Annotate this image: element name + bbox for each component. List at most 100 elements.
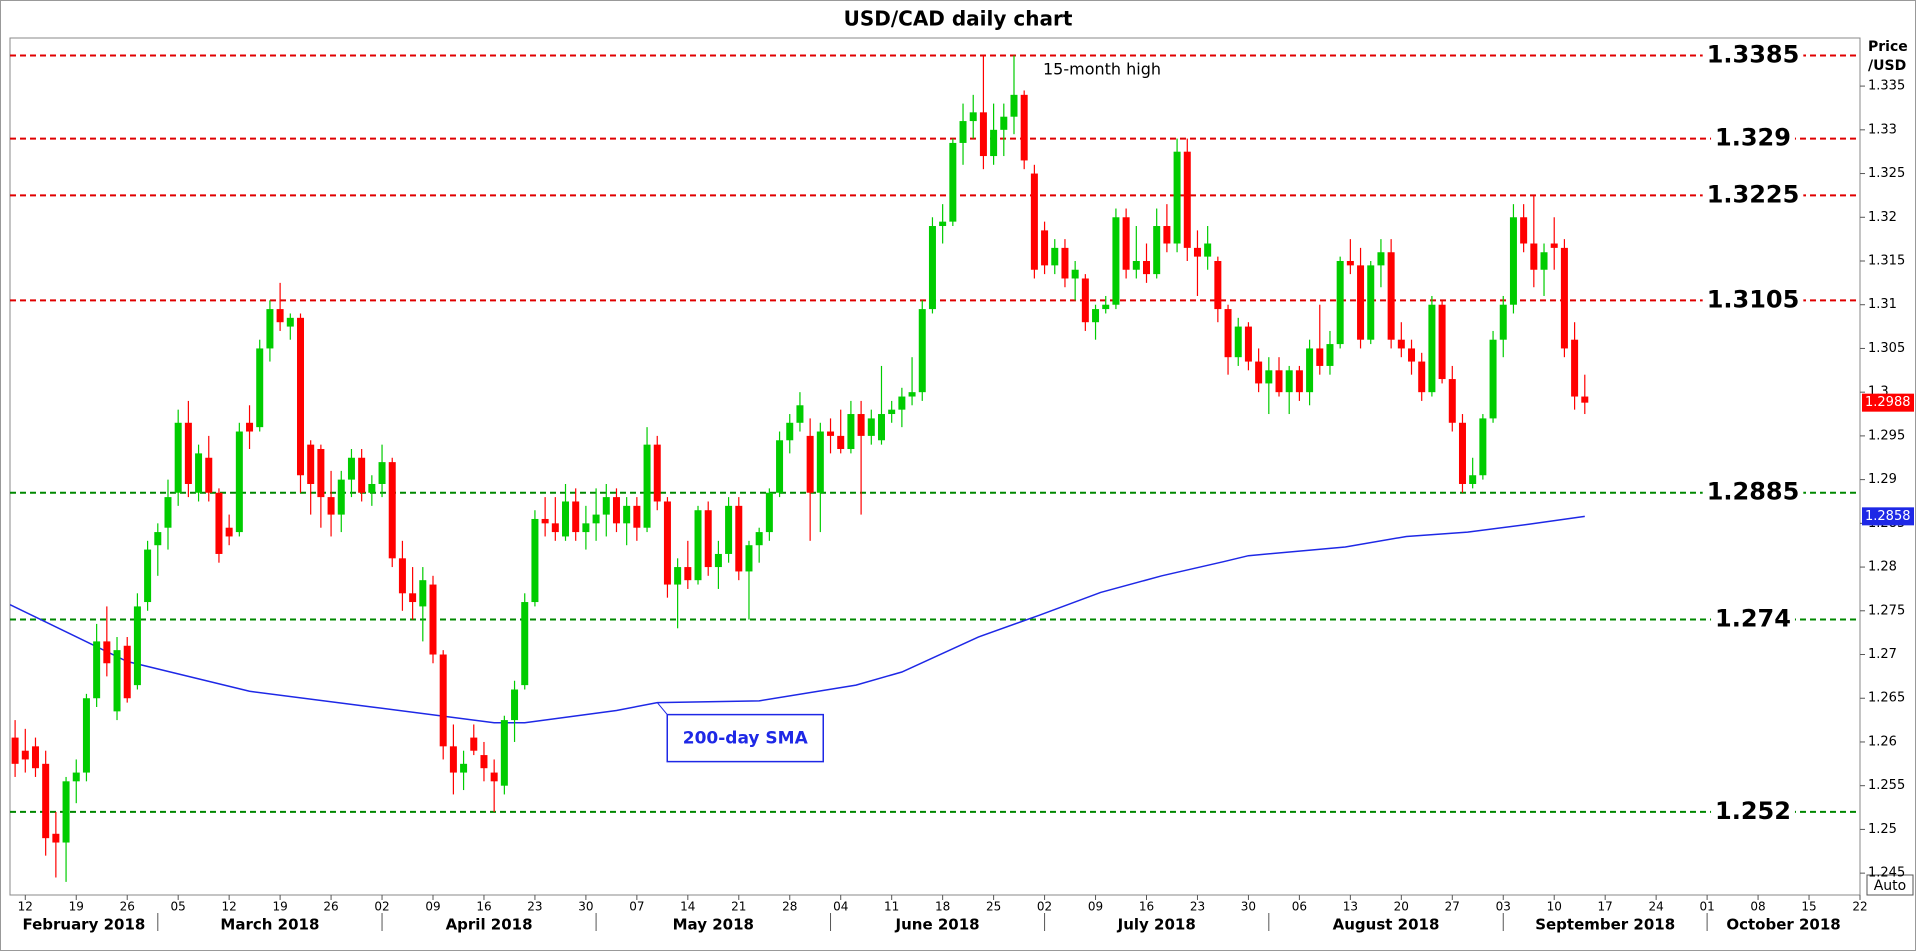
candle-body — [1560, 247, 1568, 349]
month-label: June 2018 — [895, 916, 980, 934]
level-label-bg — [1702, 285, 1804, 314]
candle-body — [877, 414, 885, 441]
auto-button[interactable] — [1866, 874, 1914, 896]
candle-body — [1438, 304, 1446, 380]
candle-body — [888, 409, 896, 415]
x-tick-label: 11 — [884, 900, 899, 914]
level-label-bg — [1702, 180, 1804, 209]
candle-body — [1193, 247, 1201, 257]
y-tick-label: 1.31 — [1868, 297, 1897, 312]
candle-body — [684, 567, 692, 581]
candle-body — [195, 453, 203, 493]
x-tick-label: 24 — [1649, 900, 1664, 914]
month-label: October 2018 — [1726, 916, 1840, 934]
candle-body — [633, 505, 641, 528]
candle-body — [541, 518, 549, 524]
candle-body — [1387, 252, 1395, 340]
x-tick-label: 03 — [1496, 900, 1511, 914]
level-label-bg — [1702, 477, 1804, 506]
candle-body — [1265, 370, 1273, 384]
candle-body — [409, 593, 417, 603]
candle-body — [1469, 475, 1477, 484]
candle-body — [1295, 370, 1303, 393]
sma-box — [666, 713, 824, 763]
candle-body — [1214, 260, 1222, 310]
y-tick-label: 1.295 — [1868, 428, 1905, 443]
candle-body — [1224, 309, 1232, 358]
candle-body — [521, 602, 529, 686]
x-tick-label: 16 — [476, 900, 491, 914]
level-label: 1.3105 — [1707, 285, 1800, 313]
candle-body — [52, 833, 60, 843]
candle-body — [663, 501, 671, 585]
x-tick-label: 06 — [1292, 900, 1307, 914]
x-tick-label: 27 — [1445, 900, 1460, 914]
x-tick-label: 23 — [527, 900, 542, 914]
x-tick-label: 19 — [272, 900, 287, 914]
candle-body — [358, 457, 366, 493]
candle-body — [786, 422, 794, 441]
candle-body — [572, 501, 580, 533]
candle-body — [460, 763, 468, 773]
candle-body — [439, 654, 447, 747]
candle-body — [1428, 304, 1436, 393]
candle-body — [1316, 348, 1324, 366]
x-tick-label: 04 — [833, 900, 848, 914]
candle-body — [745, 545, 753, 572]
x-tick-label: 30 — [578, 900, 593, 914]
x-tick-label: 02 — [374, 900, 389, 914]
y-tick-label: 1.32 — [1868, 210, 1897, 225]
candle-body — [205, 457, 213, 493]
candle-body — [317, 449, 325, 498]
candle-body — [1397, 339, 1405, 349]
candle-body — [735, 505, 743, 572]
candle-body — [582, 523, 590, 533]
y-tick-label: 1.28 — [1868, 560, 1897, 575]
candle-body — [816, 431, 824, 493]
candle-body — [1020, 94, 1028, 161]
level-label: 1.3385 — [1707, 40, 1800, 68]
candle-body — [551, 523, 559, 533]
candle-body — [246, 422, 254, 432]
y-tick-label: 1.25 — [1868, 822, 1897, 837]
candle-body — [643, 444, 651, 528]
candle-body — [898, 396, 906, 410]
x-tick-label: 02 — [1037, 900, 1052, 914]
candle-body — [449, 746, 457, 773]
candle-body — [1051, 247, 1059, 266]
candle-body — [235, 431, 243, 533]
candle-body — [939, 221, 947, 227]
x-tick-label: 09 — [1088, 900, 1103, 914]
candle-body — [1336, 260, 1344, 345]
candle-body — [347, 457, 355, 480]
candle-body — [602, 497, 610, 515]
candle-body — [1061, 247, 1069, 279]
x-tick-label: 05 — [171, 900, 186, 914]
auto-button-label[interactable]: Auto — [1874, 878, 1907, 894]
month-label: April 2018 — [446, 916, 533, 934]
candle-body — [1153, 226, 1161, 275]
candle-body — [837, 435, 845, 450]
candle-body — [612, 497, 620, 524]
candle-body — [1458, 422, 1466, 484]
candle-body — [1479, 418, 1487, 476]
candle-body — [368, 483, 376, 493]
level-label: 1.252 — [1715, 797, 1791, 825]
candle-body — [225, 527, 233, 537]
x-tick-label: 28 — [782, 900, 797, 914]
candle-body — [918, 309, 926, 393]
candle-body — [398, 558, 406, 594]
candle-body — [490, 772, 498, 782]
month-label: July 2018 — [1117, 916, 1196, 934]
candle-body — [470, 737, 478, 751]
candle-body — [694, 510, 702, 581]
annotation: 15-month high — [1043, 60, 1161, 79]
last-price-label: 1.2988 — [1865, 395, 1911, 410]
candle-body — [714, 553, 722, 568]
level-label: 1.329 — [1715, 124, 1791, 152]
candle-body — [327, 497, 335, 515]
x-tick-label: 15 — [1801, 900, 1816, 914]
candle-body — [1234, 326, 1242, 358]
candle-body — [174, 422, 182, 493]
candle-body — [796, 405, 804, 423]
